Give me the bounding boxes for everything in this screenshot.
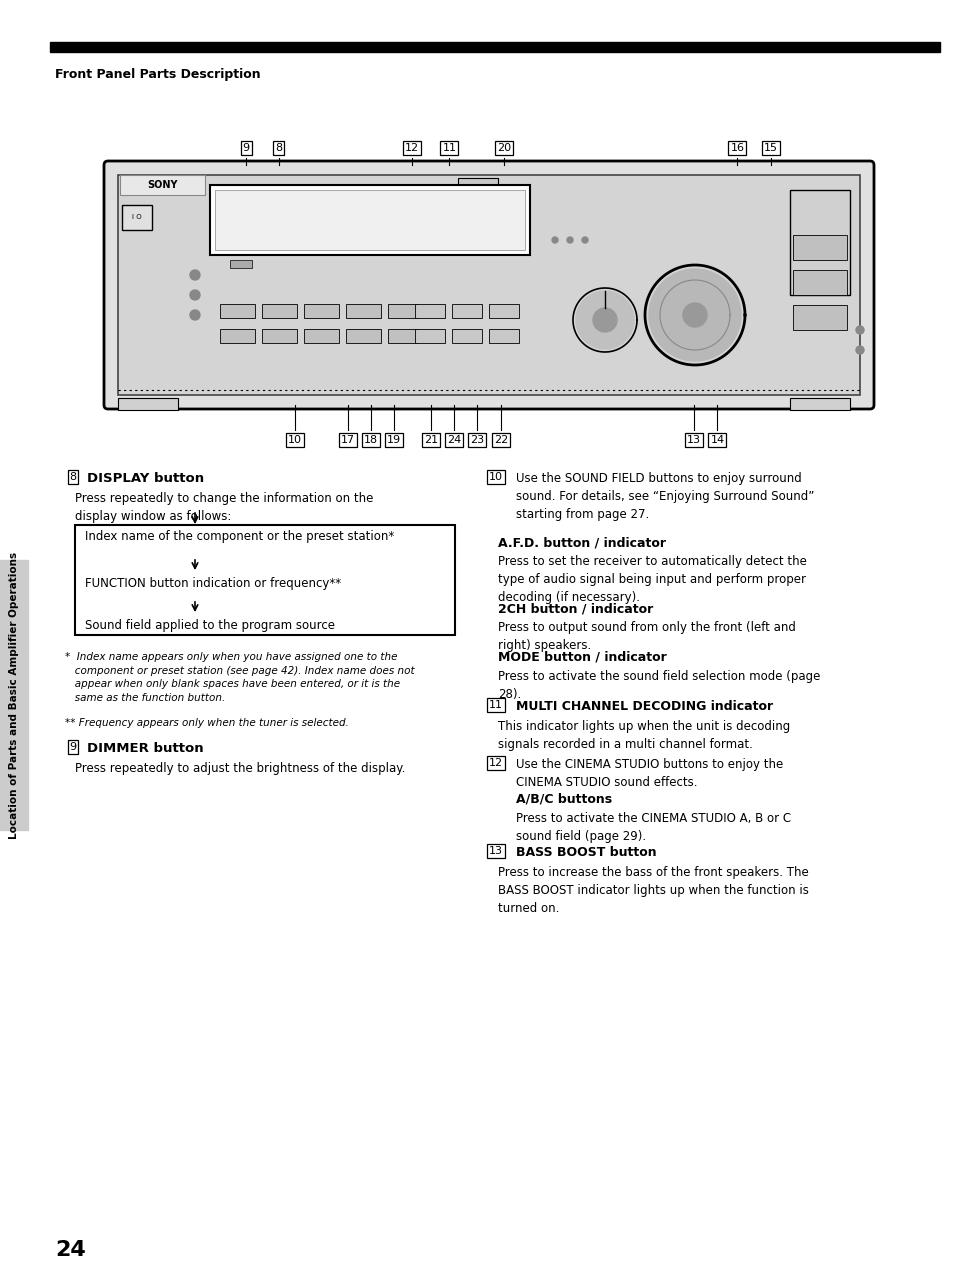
- Bar: [346, 329, 380, 343]
- Text: 10: 10: [288, 434, 301, 445]
- Text: Index name of the component or the preset station*: Index name of the component or the prese…: [85, 530, 394, 543]
- Text: 13: 13: [489, 846, 502, 856]
- Bar: [262, 304, 296, 318]
- Text: 12: 12: [489, 758, 502, 768]
- Text: FUNCTION button indication or frequency**: FUNCTION button indication or frequency*…: [85, 577, 341, 590]
- Text: Press repeatedly to adjust the brightness of the display.: Press repeatedly to adjust the brightnes…: [75, 762, 405, 775]
- Text: 24: 24: [447, 434, 460, 445]
- Text: 15: 15: [763, 143, 777, 153]
- FancyBboxPatch shape: [104, 161, 873, 409]
- Bar: [415, 304, 444, 318]
- Bar: [304, 304, 338, 318]
- Text: 13: 13: [686, 434, 700, 445]
- Text: SONY: SONY: [148, 180, 178, 190]
- Text: 20: 20: [497, 143, 510, 153]
- Circle shape: [593, 308, 617, 333]
- Text: 22: 22: [494, 434, 507, 445]
- Circle shape: [576, 290, 634, 349]
- Bar: [0, 561, 28, 829]
- Text: 16: 16: [730, 143, 743, 153]
- Text: Press to activate the CINEMA STUDIO A, B or C
sound field (page 29).: Press to activate the CINEMA STUDIO A, B…: [516, 812, 790, 843]
- Text: Sound field applied to the program source: Sound field applied to the program sourc…: [85, 619, 335, 632]
- Text: I O: I O: [132, 214, 142, 220]
- Circle shape: [855, 326, 863, 334]
- Text: 9: 9: [242, 143, 250, 153]
- Circle shape: [552, 237, 558, 243]
- Bar: [489, 304, 518, 318]
- Bar: [220, 304, 254, 318]
- Text: Use the SOUND FIELD buttons to enjoy surround
sound. For details, see “Enjoying : Use the SOUND FIELD buttons to enjoy sur…: [516, 471, 814, 521]
- Text: *  Index name appears only when you have assigned one to the
   component or pre: * Index name appears only when you have …: [65, 652, 415, 703]
- Bar: [789, 190, 849, 296]
- Circle shape: [566, 237, 573, 243]
- Text: 24: 24: [55, 1240, 86, 1260]
- Bar: [75, 525, 455, 634]
- Text: 23: 23: [470, 434, 483, 445]
- Bar: [415, 329, 444, 343]
- Bar: [346, 304, 380, 318]
- Circle shape: [682, 303, 706, 327]
- Text: 11: 11: [442, 143, 456, 153]
- Text: Use the CINEMA STUDIO buttons to enjoy the
CINEMA STUDIO sound effects.: Use the CINEMA STUDIO buttons to enjoy t…: [516, 758, 782, 789]
- Circle shape: [190, 270, 200, 280]
- Text: 9: 9: [70, 741, 76, 752]
- Text: 10: 10: [489, 471, 502, 482]
- Text: MODE button / indicator: MODE button / indicator: [497, 651, 666, 664]
- Text: 14: 14: [710, 434, 723, 445]
- Bar: [457, 178, 497, 192]
- Bar: [452, 329, 481, 343]
- Bar: [262, 329, 296, 343]
- Text: Press to increase the bass of the front speakers. The
BASS BOOST indicator light: Press to increase the bass of the front …: [497, 866, 808, 915]
- Text: BASS BOOST button: BASS BOOST button: [516, 846, 656, 859]
- Bar: [792, 234, 846, 260]
- Text: 18: 18: [364, 434, 377, 445]
- Circle shape: [190, 290, 200, 299]
- Text: 21: 21: [424, 434, 437, 445]
- Bar: [388, 329, 417, 343]
- Bar: [789, 397, 849, 410]
- Text: 17: 17: [341, 434, 355, 445]
- Bar: [452, 304, 481, 318]
- Bar: [210, 185, 530, 255]
- Text: Press repeatedly to change the information on the
display window as follows:: Press repeatedly to change the informati…: [75, 492, 373, 524]
- Text: 19: 19: [387, 434, 400, 445]
- Bar: [304, 329, 338, 343]
- Text: Location of Parts and Basic Amplifier Operations: Location of Parts and Basic Amplifier Op…: [9, 552, 19, 838]
- Text: 2CH button / indicator: 2CH button / indicator: [497, 603, 653, 615]
- Bar: [792, 270, 846, 296]
- Text: DISPLAY button: DISPLAY button: [87, 471, 204, 485]
- Text: A/B/C buttons: A/B/C buttons: [516, 792, 612, 806]
- Text: 11: 11: [489, 699, 502, 710]
- Text: Press to output sound from only the front (left and
right) speakers.: Press to output sound from only the fron…: [497, 620, 795, 652]
- Bar: [230, 260, 252, 268]
- Bar: [214, 190, 524, 250]
- Bar: [122, 205, 152, 231]
- Text: ** Frequency appears only when the tuner is selected.: ** Frequency appears only when the tuner…: [65, 719, 349, 727]
- Bar: [489, 329, 518, 343]
- Bar: [220, 329, 254, 343]
- Text: MULTI CHANNEL DECODING indicator: MULTI CHANNEL DECODING indicator: [516, 699, 772, 713]
- Circle shape: [190, 310, 200, 320]
- Text: 12: 12: [405, 143, 418, 153]
- Bar: [50, 42, 939, 52]
- Bar: [120, 175, 205, 195]
- Text: Press to set the receiver to automatically detect the
type of audio signal being: Press to set the receiver to automatical…: [497, 555, 806, 604]
- Circle shape: [855, 347, 863, 354]
- Bar: [792, 304, 846, 330]
- Bar: [388, 304, 417, 318]
- Text: 8: 8: [274, 143, 282, 153]
- Circle shape: [581, 237, 587, 243]
- Bar: [118, 397, 178, 410]
- Text: DIMMER button: DIMMER button: [87, 741, 203, 755]
- Bar: [118, 175, 859, 395]
- Text: This indicator lights up when the unit is decoding
signals recorded in a multi c: This indicator lights up when the unit i…: [497, 720, 789, 750]
- Text: Front Panel Parts Description: Front Panel Parts Description: [55, 68, 260, 82]
- Circle shape: [648, 269, 740, 361]
- Text: A.F.D. button / indicator: A.F.D. button / indicator: [497, 536, 665, 549]
- Text: Press to activate the sound field selection mode (page
28).: Press to activate the sound field select…: [497, 670, 820, 701]
- Text: 8: 8: [70, 471, 76, 482]
